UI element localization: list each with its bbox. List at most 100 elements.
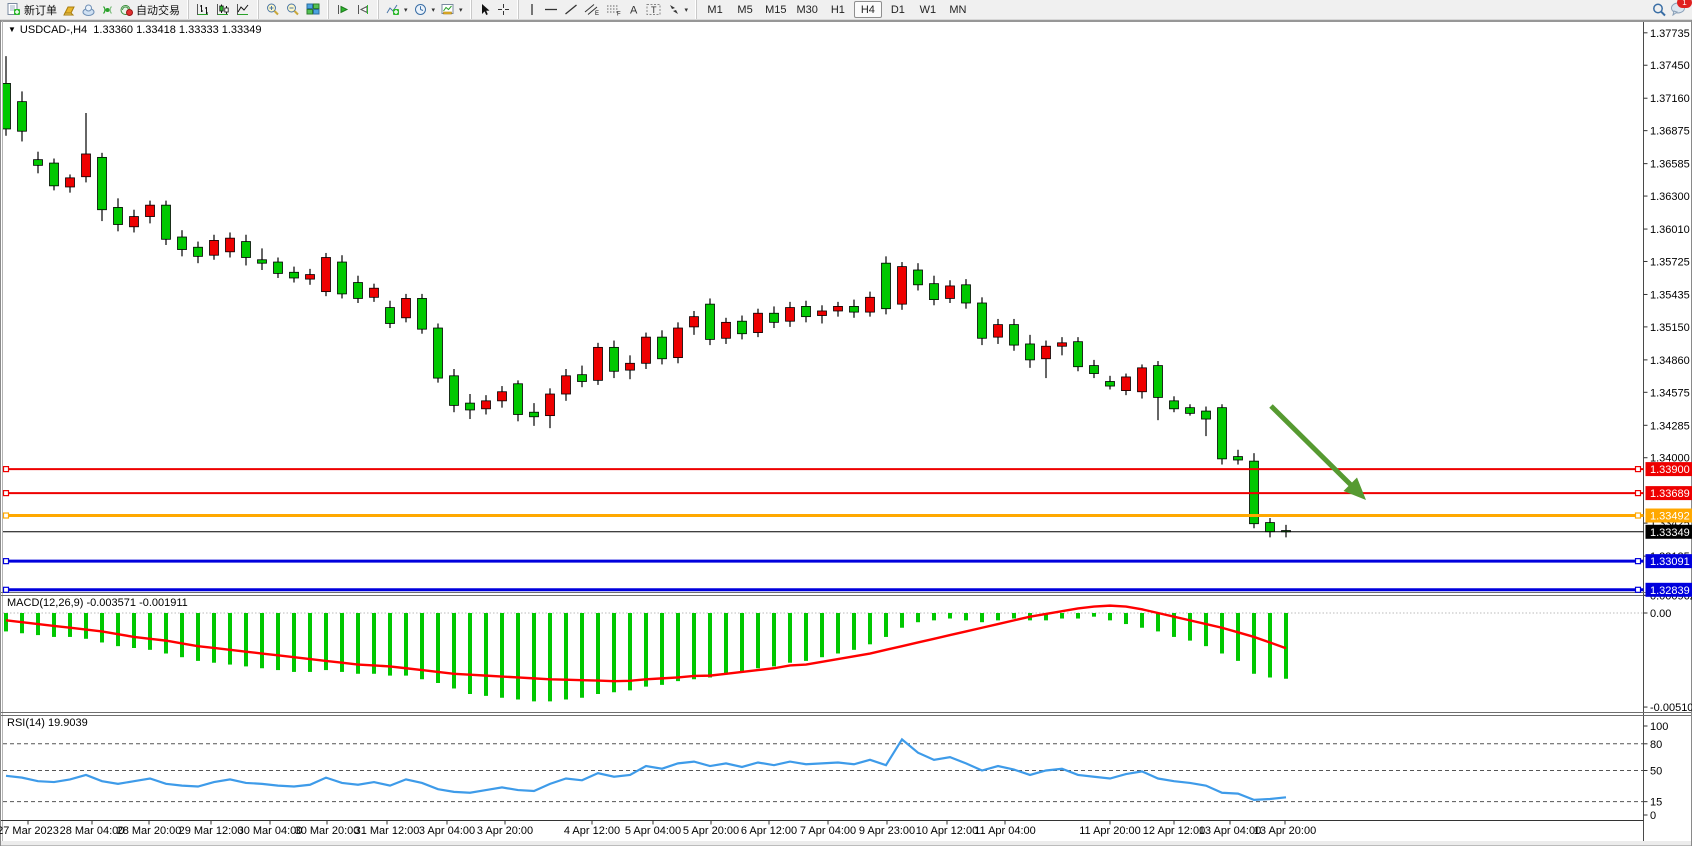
trend-arrow[interactable]: [1269, 404, 1367, 501]
timeframe-button-w1[interactable]: W1: [919, 3, 937, 16]
new-order-button[interactable]: 新订单: [4, 1, 60, 18]
candle-body: [769, 312, 779, 323]
candle-body: [913, 269, 923, 286]
tile-windows-button[interactable]: [303, 1, 323, 18]
candlestick: [257, 248, 267, 271]
line-handle[interactable]: [1634, 465, 1642, 473]
timeframe-button-h4[interactable]: H4: [853, 1, 882, 18]
candle-body: [145, 204, 155, 217]
fibonacci-button[interactable]: F: [603, 1, 625, 18]
templates-button[interactable]: ▾: [438, 1, 466, 18]
candle-body: [241, 241, 251, 258]
horizontal-line-button[interactable]: [541, 1, 561, 18]
line-handle[interactable]: [2, 586, 10, 593]
text-button[interactable]: A: [625, 1, 643, 18]
candle-body: [593, 346, 603, 381]
zoom-out-icon: [287, 3, 299, 16]
search-button[interactable]: [1649, 1, 1670, 18]
timeframe-button-mn[interactable]: MN: [949, 3, 967, 16]
line-chart-button[interactable]: [233, 1, 253, 18]
candle-body: [721, 321, 731, 339]
price-axis-label: 1.37450: [1650, 60, 1690, 72]
rsi-axis-label: 0: [1650, 810, 1656, 822]
horizontal-line-icon: [544, 8, 557, 11]
candle-body: [625, 362, 635, 371]
horizontal-line-1.33091[interactable]: [2, 558, 1644, 565]
chart-shift-button[interactable]: [353, 1, 373, 18]
arrows-button[interactable]: ▾: [664, 1, 692, 18]
vertical-line-button[interactable]: [523, 1, 541, 18]
auto-scroll-button[interactable]: [333, 1, 353, 18]
candle-body: [193, 246, 203, 257]
timeframe-button-h1[interactable]: H1: [830, 3, 845, 16]
horizontal-line-1.33900[interactable]: [2, 465, 1644, 473]
line-handle[interactable]: [2, 465, 10, 473]
trendline-button[interactable]: [561, 1, 581, 18]
candle-body: [65, 177, 75, 188]
line-handle[interactable]: [2, 558, 10, 565]
timeframe-button-m5[interactable]: M5: [737, 3, 753, 16]
line-handle[interactable]: [2, 490, 10, 497]
timeframe-button-d1[interactable]: D1: [890, 3, 905, 16]
crosshair-button[interactable]: [494, 1, 513, 18]
scroll-group: [328, 0, 377, 19]
candle-body: [33, 159, 43, 166]
equidistant-channel-button[interactable]: E: [581, 1, 603, 18]
navigator-button[interactable]: [98, 1, 117, 18]
horizontal-line-1.33492[interactable]: [2, 512, 1644, 519]
candle-body: [961, 284, 971, 304]
candlestick: [3, 56, 11, 136]
price-badge-bg: [1645, 508, 1692, 523]
price-axis-label: 1.34860: [1650, 355, 1690, 367]
candle-body: [449, 375, 459, 406]
zoom-in-button[interactable]: [263, 1, 283, 18]
candle-body: [977, 302, 987, 339]
data-window-icon: [82, 4, 95, 16]
text-label-button[interactable]: T: [643, 1, 664, 18]
timeframe-button-m30[interactable]: M30: [796, 3, 818, 16]
candle-body: [1137, 367, 1147, 393]
line-handle[interactable]: [1634, 490, 1642, 497]
candle-body: [545, 393, 555, 417]
time-axis-label: 13 Apr 20:00: [1254, 825, 1316, 837]
horizontal-line-1.33689[interactable]: [2, 490, 1644, 497]
market-watch-button[interactable]: [60, 1, 79, 18]
line-handle[interactable]: [1634, 512, 1642, 519]
candle-body: [849, 306, 859, 313]
one-click-trading-toggle[interactable]: ▼: [8, 25, 16, 34]
line-handle[interactable]: [2, 512, 10, 519]
trend-arrow-shaft[interactable]: [1269, 404, 1354, 488]
candlestick-chart-button[interactable]: [213, 1, 233, 18]
rsi-axis-label: 100: [1650, 721, 1668, 733]
line-handle[interactable]: [1634, 558, 1642, 565]
candle-body: [81, 153, 91, 178]
periods-button[interactable]: ▾: [411, 1, 439, 18]
indicators-button[interactable]: ▾: [383, 1, 411, 18]
autotrading-button[interactable]: 自动交易: [117, 1, 183, 18]
timeframe-button-m1[interactable]: M1: [707, 3, 723, 16]
svg-text:E: E: [595, 11, 599, 16]
timeframe-button-m15[interactable]: M15: [765, 3, 787, 16]
templates-dropdown-icon: ▾: [459, 6, 463, 14]
data-window-button[interactable]: [79, 1, 98, 18]
horizontal-line-1.32839[interactable]: [2, 586, 1644, 593]
trend-arrow-head[interactable]: [1343, 477, 1367, 501]
line-chart-icon: [237, 4, 249, 15]
candle-body: [945, 285, 955, 299]
bar-chart-button[interactable]: [193, 1, 213, 18]
macd-signal-line: [5, 604, 1287, 683]
gold-icon: [63, 6, 75, 15]
line-handle[interactable]: [1634, 586, 1642, 593]
time-axis-label: 6 Apr 12:00: [741, 825, 797, 837]
chat-button[interactable]: 1: [1670, 0, 1692, 19]
cursor-button[interactable]: [476, 1, 494, 18]
candlestick: [593, 342, 603, 385]
price-badge-text: 1.33900: [1650, 464, 1690, 476]
candlestick: [337, 255, 347, 299]
zoom-out-button[interactable]: [283, 1, 303, 18]
price-axis-label: 1.34285: [1650, 420, 1690, 432]
chart-ohlc-values: 1.33360 1.33418 1.33333 1.33349: [93, 24, 262, 36]
candlestick: [833, 301, 843, 317]
